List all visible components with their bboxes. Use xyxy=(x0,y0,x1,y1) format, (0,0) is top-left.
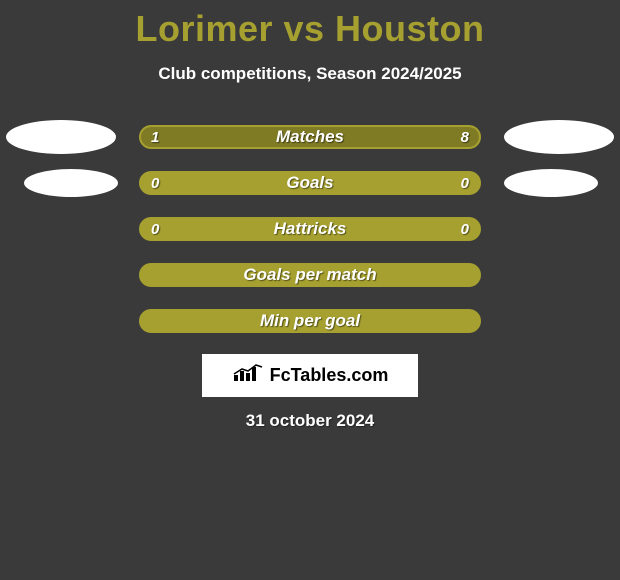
player-avatar-left xyxy=(6,120,116,154)
stat-value-right xyxy=(459,265,479,285)
comparison-widget: Lorimer vs Houston Club competitions, Se… xyxy=(0,0,620,580)
date-label: 31 october 2024 xyxy=(0,411,620,431)
stat-row-matches: 1 Matches 8 xyxy=(0,114,620,160)
branding-link[interactable]: FcTables.com xyxy=(202,354,418,397)
stat-bar: 0 Hattricks 0 xyxy=(139,217,481,241)
stat-value-right: 0 xyxy=(451,219,479,239)
subtitle: Club competitions, Season 2024/2025 xyxy=(0,64,620,84)
stat-bar: Min per goal xyxy=(139,309,481,333)
stat-value-right: 0 xyxy=(451,173,479,193)
stat-row-goals-per-match: Goals per match xyxy=(0,252,620,298)
stat-bar: Goals per match xyxy=(139,263,481,287)
bar-chart-icon xyxy=(232,363,264,388)
stat-value-right xyxy=(459,311,479,331)
branding-text: FcTables.com xyxy=(270,365,389,386)
stat-label: Hattricks xyxy=(141,219,479,239)
stat-row-goals: 0 Goals 0 xyxy=(0,160,620,206)
stat-row-hattricks: 0 Hattricks 0 xyxy=(0,206,620,252)
stat-label: Goals per match xyxy=(141,265,479,285)
stat-value-right: 8 xyxy=(451,127,479,147)
stats-area: 1 Matches 8 0 Goals 0 0 Hat xyxy=(0,114,620,344)
player-avatar-right xyxy=(504,169,598,197)
stat-row-min-per-goal: Min per goal xyxy=(0,298,620,344)
stat-bar: 1 Matches 8 xyxy=(139,125,481,149)
player-avatar-left xyxy=(24,169,118,197)
stat-label: Goals xyxy=(141,173,479,193)
stat-label: Matches xyxy=(141,127,479,147)
stat-bar: 0 Goals 0 xyxy=(139,171,481,195)
stat-label: Min per goal xyxy=(141,311,479,331)
player-avatar-right xyxy=(504,120,614,154)
page-title: Lorimer vs Houston xyxy=(0,0,620,50)
